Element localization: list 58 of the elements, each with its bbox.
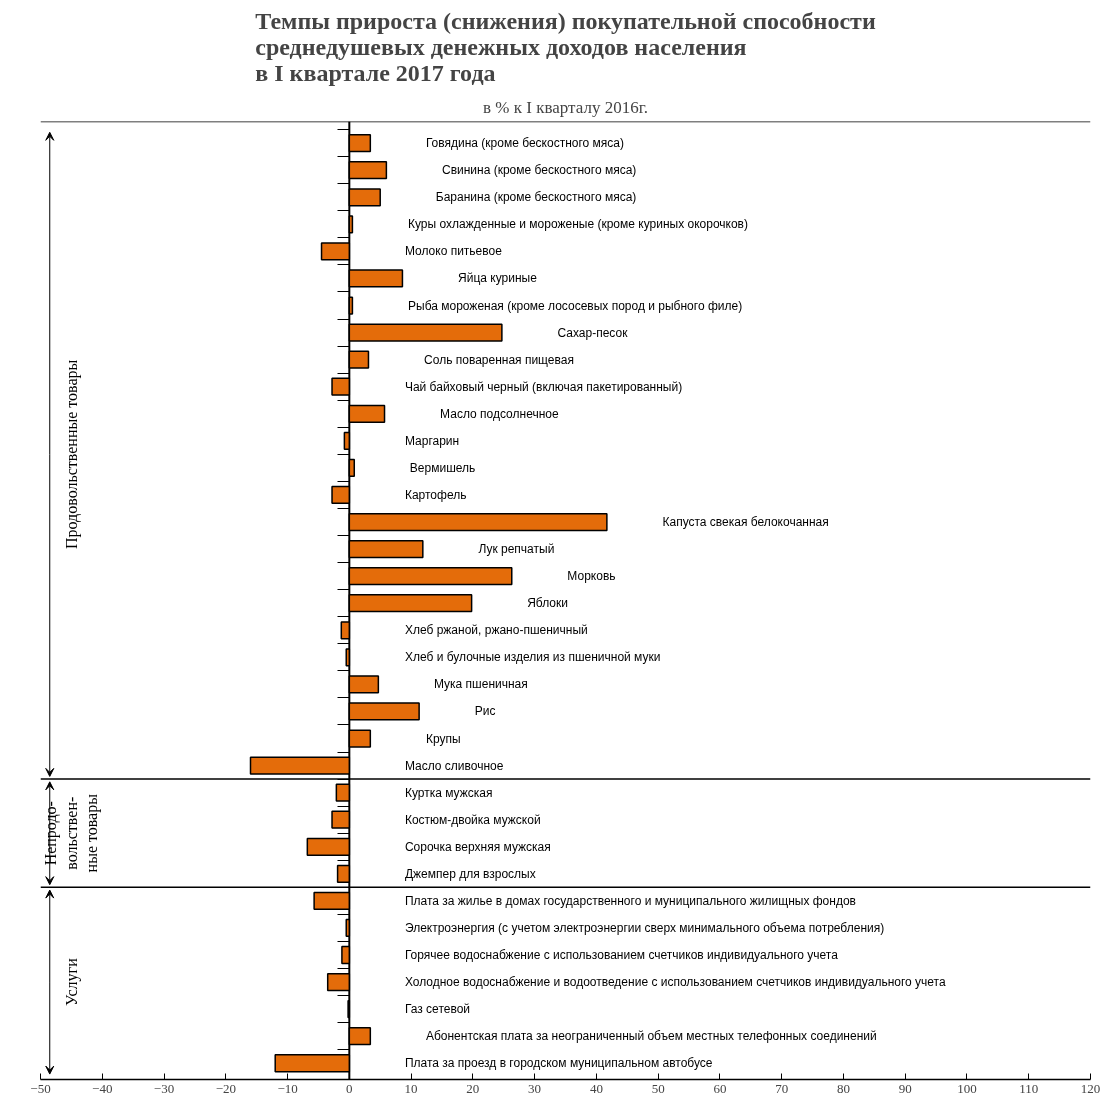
- y-tick-label: Морковь: [567, 569, 616, 584]
- y-tick-label: Крупы: [425, 731, 461, 746]
- y-tick-label: Капуста свекая белокочанная: [662, 515, 829, 530]
- y-tick-label: Джемпер для взрослых: [404, 866, 536, 881]
- x-tick-label: 20: [466, 1080, 480, 1096]
- annotation: Продовольственные товары: [62, 359, 81, 550]
- x-tick-label: −10: [277, 1080, 298, 1096]
- y-tick-label: Мука пшеничная: [433, 677, 528, 692]
- y-tick-label: Лук репчатый: [478, 542, 555, 557]
- y-tick-label: Вермишель: [409, 460, 476, 475]
- x-tick-label: 0: [346, 1080, 353, 1096]
- x-tick-label: 30: [528, 1080, 542, 1096]
- y-tick-label: Говядина (кроме бескостного мяса): [425, 136, 625, 151]
- y-tick-label: Яблоки: [527, 596, 568, 611]
- y-tick-label: Плата за проезд в городском муниципальном автобусе: [404, 1056, 713, 1071]
- x-tick-label: −30: [153, 1080, 175, 1096]
- y-tick-label: Чай байховый черный (включая пакетированный): [404, 379, 683, 394]
- y-tick-label: Баранина (кроме бескостного мяса): [435, 190, 637, 205]
- y-tick-label: Сахар-песок: [557, 325, 629, 340]
- y-tick-label: Куртка мужская: [404, 785, 493, 800]
- y-tick-label: Масло сливочное: [404, 758, 504, 773]
- y-tick-label: Абонентская плата за неограниченный объем местных телефонных соединений: [425, 1029, 877, 1044]
- x-tick-label: 120: [1080, 1080, 1101, 1096]
- y-tick-label: Горячее водоснабжение с использованием счетчиков индивидуального учета: [404, 948, 839, 963]
- annotation: Непродо- вольствен- ные товары: [42, 793, 102, 873]
- x-tick-label: 40: [589, 1080, 603, 1096]
- y-tick-label: Хлеб ржаной, ржано-пшеничный: [404, 623, 588, 638]
- y-tick-label: Электроэнергия (с учетом электроэнергии сверх минимального объема потребления): [404, 920, 885, 935]
- x-tick-label: 100: [957, 1080, 977, 1096]
- x-tick-label: 70: [775, 1080, 789, 1096]
- x-tick-label: 80: [836, 1080, 850, 1096]
- y-tick-label: Яйца куриные: [458, 271, 538, 286]
- y-tick-label: Маргарин: [404, 433, 460, 448]
- y-tick-label: Картофель: [404, 487, 467, 502]
- y-tick-label: Молоко питьевое: [404, 244, 503, 259]
- y-tick-label: Костюм-двойка мужской: [404, 812, 541, 827]
- x-tick-label: 50: [651, 1080, 665, 1096]
- x-tick-label: −40: [92, 1080, 113, 1096]
- annotation: Услуги: [62, 957, 81, 1006]
- y-tick-label: Соль поваренная пищевая: [424, 352, 574, 367]
- x-tick-label: 10: [404, 1080, 418, 1096]
- y-tick-label: Масло подсолнечное: [440, 406, 559, 421]
- y-tick-label: Сорочка верхняя мужская: [404, 839, 551, 854]
- y-tick-label: Холодное водоснабжение и водоотведение с использованием счетчиков индивидуального учета: [404, 975, 946, 990]
- y-tick-label: Хлеб и булочные изделия из пшеничной муки: [404, 650, 661, 665]
- y-tick-label: Рыба мороженая (кроме лососевых пород и рыбного филе): [408, 298, 743, 313]
- x-tick-label: −50: [30, 1080, 51, 1096]
- chart-title: Темпы прироста (снижения) покупательной способности среднедушевых денежных доходов населения в I квартале 2017 года: [255, 7, 876, 86]
- x-tick-label: 110: [1019, 1080, 1039, 1096]
- y-tick-label: Газ сетевой: [404, 1002, 471, 1017]
- y-tick-label: Куры охлажденные и мороженые (кроме куриных окорочков): [408, 217, 748, 232]
- x-tick-label: 90: [898, 1080, 912, 1096]
- chart-subtitle: в % к I кварталу 2016г.: [483, 97, 648, 117]
- y-tick-label: Свинина (кроме бескостного мяса): [441, 163, 637, 178]
- x-tick-label: −20: [215, 1080, 236, 1096]
- x-tick-label: 60: [713, 1080, 727, 1096]
- y-tick-label: Рис: [474, 704, 496, 719]
- y-tick-label: Плата за жилье в домах государственного и муниципального жилищных фондов: [404, 893, 856, 908]
